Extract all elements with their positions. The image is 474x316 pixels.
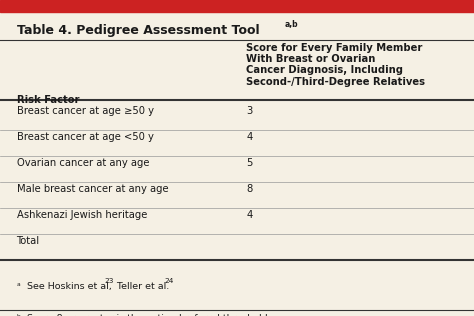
Text: Total: Total	[17, 236, 40, 246]
Text: Score for Every Family Member: Score for Every Family Member	[246, 43, 423, 53]
Text: 5: 5	[246, 158, 253, 168]
Text: Cancer Diagnosis, Including: Cancer Diagnosis, Including	[246, 65, 403, 75]
Text: ᵇ: ᵇ	[17, 314, 20, 316]
Text: Table 4. Pedigree Assessment Tool: Table 4. Pedigree Assessment Tool	[17, 24, 259, 37]
Text: With Breast or Ovarian: With Breast or Ovarian	[246, 54, 376, 64]
Text: Ovarian cancer at any age: Ovarian cancer at any age	[17, 158, 149, 168]
Text: Second-/Third-Degree Relatives: Second-/Third-Degree Relatives	[246, 76, 426, 87]
Text: a,b: a,b	[284, 20, 298, 29]
Bar	[0, 0, 474, 12]
Text: Male breast cancer at any age: Male breast cancer at any age	[17, 184, 168, 194]
Text: ᵃ: ᵃ	[17, 282, 20, 291]
Text: Breast cancer at age <50 y: Breast cancer at age <50 y	[17, 132, 154, 142]
Text: Ashkenazi Jewish heritage: Ashkenazi Jewish heritage	[17, 210, 147, 220]
Text: Teller et al.: Teller et al.	[114, 282, 169, 291]
Text: See Hoskins et al,: See Hoskins et al,	[27, 282, 112, 291]
Text: 4: 4	[246, 210, 253, 220]
Text: Risk Factor: Risk Factor	[17, 95, 79, 105]
Text: Score 8 or greater is the optimal referral threshold.: Score 8 or greater is the optimal referr…	[27, 314, 271, 316]
Text: Breast cancer at age ≥50 y: Breast cancer at age ≥50 y	[17, 106, 154, 116]
Text: 23: 23	[104, 278, 114, 284]
Text: 8: 8	[246, 184, 253, 194]
Text: 24: 24	[164, 278, 174, 284]
Text: 4: 4	[246, 132, 253, 142]
Text: 3: 3	[246, 106, 253, 116]
